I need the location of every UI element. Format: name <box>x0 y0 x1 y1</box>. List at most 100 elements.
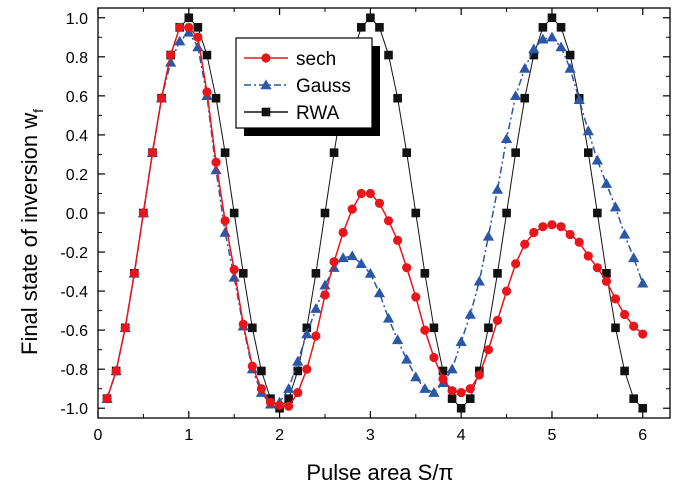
data-point-gauss <box>210 164 222 175</box>
data-point-sech <box>601 276 612 286</box>
data-point-rwa <box>529 50 539 60</box>
data-point-sech <box>293 388 303 398</box>
svg-text:Final state of inversion wf: Final state of inversion wf <box>17 109 46 355</box>
data-point-gauss <box>482 230 495 241</box>
data-point-rwa <box>375 23 384 32</box>
data-point-sech <box>238 319 248 329</box>
data-point-rwa <box>193 23 203 32</box>
data-point-gauss <box>382 312 395 323</box>
legend-marker-gauss <box>260 79 272 90</box>
data-point-rwa <box>593 208 602 218</box>
data-point-sech <box>356 188 366 199</box>
x-tick-label: 6 <box>638 427 647 444</box>
data-point-gauss <box>582 125 594 136</box>
data-point-sech <box>120 323 130 333</box>
data-point-gauss <box>337 252 349 263</box>
data-point-sech <box>247 361 257 371</box>
data-point-sech <box>610 294 621 304</box>
data-point-gauss <box>373 287 386 298</box>
data-point-rwa <box>320 208 330 218</box>
data-point-sech <box>311 331 321 341</box>
data-point-rwa <box>311 269 321 278</box>
data-point-gauss <box>591 154 603 165</box>
y-tick-label: 1.0 <box>66 11 88 28</box>
data-point-sech <box>501 286 512 296</box>
data-point-sech <box>565 229 575 240</box>
data-point-rwa <box>302 323 312 333</box>
data-point-gauss <box>310 303 322 313</box>
data-point-gauss <box>500 133 513 144</box>
data-point-sech <box>583 251 593 261</box>
series-sech <box>102 22 648 411</box>
data-point-rwa <box>502 208 511 218</box>
data-point-gauss <box>619 228 631 239</box>
y-tick-label: -0.6 <box>60 323 88 340</box>
y-tick-label: 0.4 <box>66 128 88 145</box>
data-point-sech <box>211 157 221 167</box>
y-tick-label: 0.8 <box>66 50 88 67</box>
data-point-gauss <box>301 328 313 339</box>
data-point-sech <box>529 227 539 238</box>
data-point-rwa <box>366 13 375 23</box>
axes: 0 1 2 3 4 5 6 -1.0 -0.8 -0.6 -0.4 -0.2 0.0 0.2 0.4 0.6 0… <box>60 7 671 444</box>
y-tick-label: -0.4 <box>60 284 88 301</box>
x-tick-label: 2 <box>275 427 284 444</box>
data-point-sech <box>347 204 357 214</box>
data-point-gauss <box>292 355 304 366</box>
data-point-sech <box>129 268 139 278</box>
y-axis-title-main: Final state of inversion w <box>17 113 42 355</box>
data-point-rwa <box>329 148 339 157</box>
data-point-rwa <box>565 50 575 60</box>
data-point-gauss <box>283 383 295 393</box>
data-point-sech <box>256 384 267 394</box>
data-point-sech <box>429 352 439 363</box>
data-point-sech <box>402 263 412 273</box>
data-point-sech <box>456 388 466 398</box>
data-point-sech <box>511 259 521 269</box>
data-point-gauss <box>473 275 485 286</box>
legend: sech Gauss RWA <box>235 37 380 136</box>
data-point-rwa <box>229 208 239 218</box>
data-point-sech <box>111 366 121 376</box>
data-point-sech <box>465 384 475 394</box>
data-point-gauss <box>392 334 404 345</box>
y-tick-label: 0.6 <box>66 89 88 106</box>
data-point-sech <box>374 198 385 208</box>
data-point-rwa <box>220 148 230 157</box>
data-point-sech <box>592 263 602 273</box>
y-axis-title: Final state of inversion wf <box>17 109 46 355</box>
legend-marker-rwa <box>261 107 271 117</box>
y-axis-title-subscript: f <box>30 109 46 113</box>
data-point-gauss <box>573 94 585 104</box>
data-point-rwa <box>393 93 402 103</box>
data-point-sech <box>483 345 494 355</box>
data-point-sech <box>338 227 348 238</box>
data-point-rwa <box>493 269 502 278</box>
data-point-sech <box>229 265 239 275</box>
data-point-rwa <box>484 323 493 333</box>
data-point-sech <box>175 22 185 32</box>
data-point-gauss <box>546 31 558 42</box>
legend-label-sech: sech <box>296 49 336 70</box>
data-point-rwa <box>202 50 212 60</box>
data-point-rwa <box>456 403 466 413</box>
data-point-sech <box>447 386 457 396</box>
data-point-sech <box>147 148 158 158</box>
data-point-sech <box>393 235 403 245</box>
data-point-sech <box>166 50 176 60</box>
data-point-sech <box>474 370 484 380</box>
data-point-gauss <box>564 62 576 73</box>
data-point-gauss <box>346 250 358 261</box>
data-point-rwa <box>429 323 439 333</box>
data-point-sech <box>411 292 421 302</box>
data-point-rwa <box>438 366 448 376</box>
x-tick-label: 0 <box>94 427 103 444</box>
data-point-gauss <box>510 90 522 101</box>
x-axis-title: Pulse area S/π <box>306 460 453 485</box>
series-layer <box>101 13 649 413</box>
data-point-sech <box>138 208 148 218</box>
data-point-sech <box>302 364 312 374</box>
data-point-sech <box>329 257 339 267</box>
data-point-sech <box>284 401 294 411</box>
data-point-sech <box>556 222 566 232</box>
